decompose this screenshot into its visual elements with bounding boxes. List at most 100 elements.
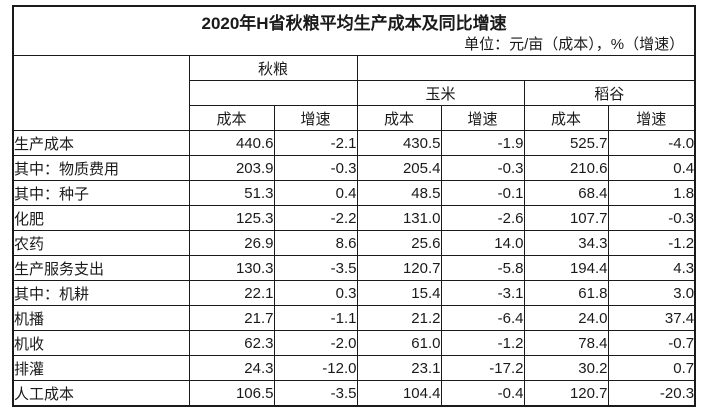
table-row: 其中：机耕 22.1 0.3 15.4 -3.1 61.8 3.0	[12, 280, 696, 306]
header-corner-cell	[12, 55, 190, 131]
value-cell: 130.3	[188, 255, 275, 281]
header-spacer-cell	[356, 55, 696, 81]
cost-table-sheet: 2020年H省秋粮平均生产成本及同比增速 单位：元/亩（成本），%（增速） 秋粮…	[12, 5, 697, 407]
table-row: 化肥 125.3 -2.2 131.0 -2.6 107.7 -0.3	[12, 205, 696, 231]
header-group-rice: 稻谷	[523, 80, 696, 106]
value-cell: 62.3	[188, 330, 275, 356]
table-row: 生产成本 440.6 -2.1 430.5 -1.9 525.7 -4.0	[12, 130, 696, 156]
value-cell: 430.5	[356, 130, 442, 156]
header-autumn-cost: 成本	[188, 105, 275, 131]
value-cell: 21.7	[188, 305, 275, 331]
value-cell: 205.4	[356, 155, 442, 181]
row-label: 其中：物质费用	[12, 155, 190, 181]
value-cell: 22.1	[188, 280, 275, 306]
value-cell: 61.0	[356, 330, 442, 356]
value-cell: 203.9	[188, 155, 275, 181]
value-cell: 4.3	[607, 255, 696, 281]
value-cell: -3.1	[440, 280, 525, 306]
value-cell: -0.7	[607, 330, 696, 356]
value-cell: 51.3	[188, 180, 275, 206]
value-cell: 24.0	[523, 305, 609, 331]
row-label: 机播	[12, 305, 190, 331]
value-cell: 106.5	[188, 380, 275, 407]
value-cell: -2.0	[273, 330, 358, 356]
value-cell: 78.4	[523, 330, 609, 356]
title-cell: 2020年H省秋粮平均生产成本及同比增速 单位：元/亩（成本），%（增速）	[12, 5, 696, 56]
header-group-corn: 玉米	[356, 80, 525, 106]
value-cell: 34.3	[523, 230, 609, 256]
value-cell: -0.3	[273, 155, 358, 181]
value-cell: 0.3	[273, 280, 358, 306]
header-subspacer-cell	[188, 80, 358, 106]
row-label: 农药	[12, 230, 190, 256]
value-cell: 210.6	[523, 155, 609, 181]
value-cell: 8.6	[273, 230, 358, 256]
value-cell: 0.4	[273, 180, 358, 206]
table-row: 机播 21.7 -1.1 21.2 -6.4 24.0 37.4	[12, 305, 696, 331]
value-cell: -0.4	[440, 380, 525, 407]
header-corn-cost: 成本	[356, 105, 442, 131]
value-cell: -5.8	[440, 255, 525, 281]
table-row: 农药 26.9 8.6 25.6 14.0 34.3 -1.2	[12, 230, 696, 256]
value-cell: -1.2	[607, 230, 696, 256]
value-cell: 23.1	[356, 355, 442, 381]
value-cell: -3.5	[273, 255, 358, 281]
table-row: 其中：种子 51.3 0.4 48.5 -0.1 68.4 1.8	[12, 180, 696, 206]
table-row: 排灌 24.3 -12.0 23.1 -17.2 30.2 0.7	[12, 355, 696, 381]
table-row: 人工成本 106.5 -3.5 104.4 -0.4 120.7 -20.3	[12, 380, 696, 407]
value-cell: -3.5	[273, 380, 358, 407]
value-cell: 0.4	[607, 155, 696, 181]
cost-table: 2020年H省秋粮平均生产成本及同比增速 单位：元/亩（成本），%（增速） 秋粮…	[12, 5, 697, 407]
value-cell: 131.0	[356, 205, 442, 231]
value-cell: -4.0	[607, 130, 696, 156]
value-cell: 37.4	[607, 305, 696, 331]
row-label: 排灌	[12, 355, 190, 381]
value-cell: 15.4	[356, 280, 442, 306]
value-cell: 3.0	[607, 280, 696, 306]
header-corn-growth: 增速	[440, 105, 525, 131]
table-row: 其中：物质费用 203.9 -0.3 205.4 -0.3 210.6 0.4	[12, 155, 696, 181]
value-cell: -1.9	[440, 130, 525, 156]
value-cell: 525.7	[523, 130, 609, 156]
row-label: 化肥	[12, 205, 190, 231]
value-cell: 26.9	[188, 230, 275, 256]
value-cell: 68.4	[523, 180, 609, 206]
value-cell: -0.3	[440, 155, 525, 181]
row-label: 其中：机耕	[12, 280, 190, 306]
row-label: 其中：种子	[12, 180, 190, 206]
header-rice-cost: 成本	[523, 105, 609, 131]
value-cell: 120.7	[356, 255, 442, 281]
value-cell: 104.4	[356, 380, 442, 407]
value-cell: 194.4	[523, 255, 609, 281]
value-cell: 25.6	[356, 230, 442, 256]
row-label: 机收	[12, 330, 190, 356]
value-cell: 61.8	[523, 280, 609, 306]
value-cell: 21.2	[356, 305, 442, 331]
value-cell: -1.2	[440, 330, 525, 356]
value-cell: -6.4	[440, 305, 525, 331]
value-cell: -12.0	[273, 355, 358, 381]
value-cell: -1.1	[273, 305, 358, 331]
table-row: 生产服务支出 130.3 -3.5 120.7 -5.8 194.4 4.3	[12, 255, 696, 281]
header-autumn-growth: 增速	[273, 105, 358, 131]
value-cell: 120.7	[523, 380, 609, 407]
value-cell: 0.7	[607, 355, 696, 381]
row-label: 人工成本	[12, 380, 190, 407]
value-cell: 440.6	[188, 130, 275, 156]
unit-note: 单位：元/亩（成本），%（增速）	[464, 36, 685, 53]
value-cell: -2.2	[273, 205, 358, 231]
row-label: 生产服务支出	[12, 255, 190, 281]
value-cell: -20.3	[607, 380, 696, 407]
value-cell: 125.3	[188, 205, 275, 231]
value-cell: 30.2	[523, 355, 609, 381]
value-cell: -2.1	[273, 130, 358, 156]
value-cell: 107.7	[523, 205, 609, 231]
table-title: 2020年H省秋粮平均生产成本及同比增速	[201, 14, 507, 33]
header-rice-growth: 增速	[607, 105, 696, 131]
value-cell: 48.5	[356, 180, 442, 206]
value-cell: -17.2	[440, 355, 525, 381]
table-row: 机收 62.3 -2.0 61.0 -1.2 78.4 -0.7	[12, 330, 696, 356]
value-cell: -0.3	[607, 205, 696, 231]
value-cell: -0.1	[440, 180, 525, 206]
value-cell: -2.6	[440, 205, 525, 231]
